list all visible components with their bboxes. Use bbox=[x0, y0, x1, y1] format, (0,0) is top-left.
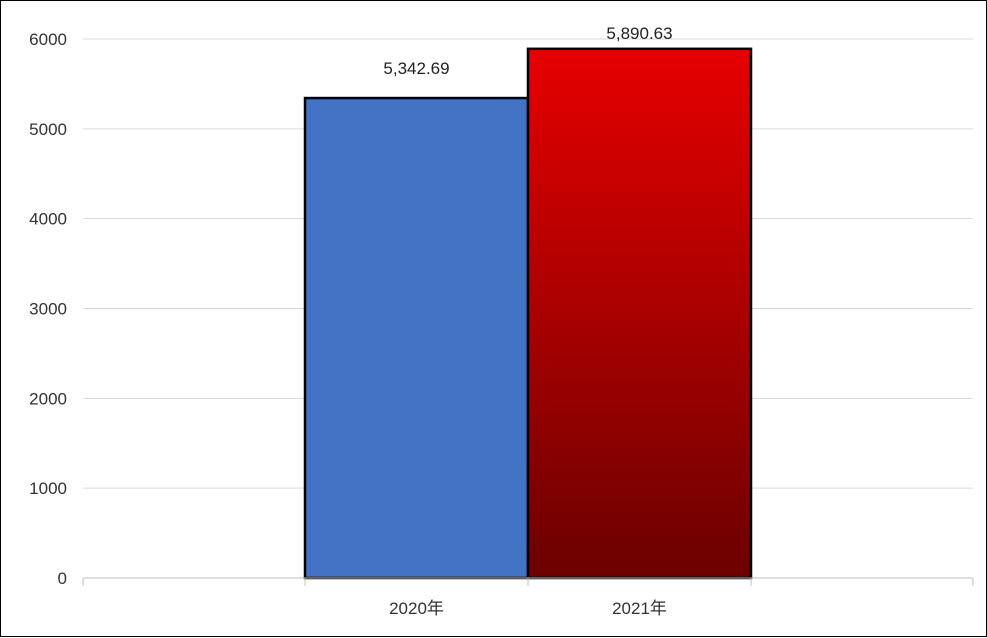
y-tick-label: 0 bbox=[58, 569, 67, 588]
y-tick-label: 5000 bbox=[29, 120, 67, 139]
y-tick-label: 2000 bbox=[29, 389, 67, 408]
data-label: 5,890.63 bbox=[606, 24, 672, 43]
x-category-label: 2021年 bbox=[612, 599, 667, 618]
x-axis bbox=[82, 577, 974, 586]
y-tick-label: 3000 bbox=[29, 300, 67, 319]
bar bbox=[526, 47, 753, 580]
x-category-label: 2020年 bbox=[389, 599, 444, 618]
y-tick-label: 1000 bbox=[29, 479, 67, 498]
y-tick-label: 4000 bbox=[29, 210, 67, 229]
x-axis-categories: 2020年 2021年 bbox=[389, 599, 667, 618]
data-labels: 5,342.69 5,890.63 bbox=[383, 24, 672, 78]
bars bbox=[303, 47, 753, 580]
data-label: 5,342.69 bbox=[383, 59, 449, 78]
bar bbox=[303, 96, 530, 580]
y-axis-ticks: 0 1000 2000 3000 4000 5000 6000 bbox=[29, 30, 67, 588]
y-tick-label: 6000 bbox=[29, 30, 67, 49]
